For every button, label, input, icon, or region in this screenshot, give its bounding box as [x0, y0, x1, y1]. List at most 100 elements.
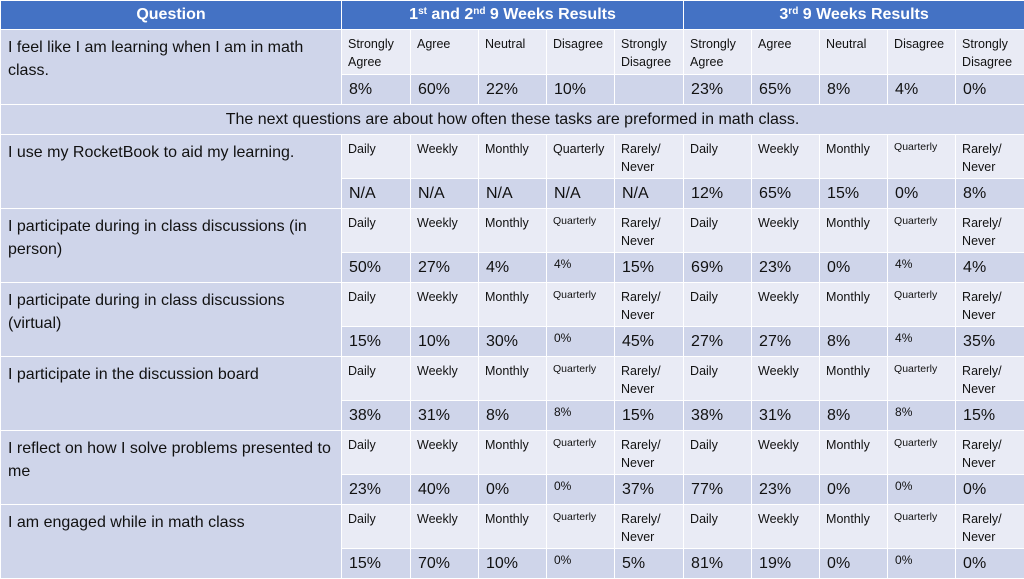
- weeks-1-2-header: 1st and 2nd 9 Weeks Results: [342, 1, 684, 30]
- question-cell: I participate in the discussion board: [1, 357, 342, 431]
- question-cell: I use my RocketBook to aid my learning.: [1, 135, 342, 209]
- percent-value: 8%: [820, 327, 888, 357]
- percent-value: [615, 75, 684, 105]
- answer-label: Strongly Disagree: [956, 30, 1024, 75]
- percent-value: 77%: [684, 475, 752, 505]
- percent-value: 8%: [342, 75, 411, 105]
- frequency-label: Quarterly: [888, 209, 956, 253]
- frequency-label: Rarely/ Never: [956, 505, 1024, 549]
- frequency-label-row: I use my RocketBook to aid my learning.D…: [1, 135, 1024, 179]
- frequency-label: Monthly: [820, 431, 888, 475]
- frequency-label: Daily: [342, 505, 411, 549]
- percent-value: 4%: [547, 253, 615, 283]
- frequency-label: Daily: [684, 357, 752, 401]
- percent-value: 27%: [684, 327, 752, 357]
- question-cell: I participate during in class discussion…: [1, 209, 342, 283]
- percent-value: 15%: [342, 549, 411, 579]
- percent-value: 0%: [820, 475, 888, 505]
- question-header: Question: [1, 1, 342, 30]
- frequency-label: Rarely/ Never: [956, 357, 1024, 401]
- percent-value: 27%: [752, 327, 820, 357]
- frequency-label: Monthly: [820, 135, 888, 179]
- percent-value: 15%: [820, 179, 888, 209]
- frequency-label: Rarely/ Never: [615, 357, 684, 401]
- question-cell: I feel like I am learning when I am in m…: [1, 30, 342, 105]
- frequency-label: Rarely/ Never: [615, 135, 684, 179]
- header-row: Question 1st and 2nd 9 Weeks Results 3rd…: [1, 1, 1024, 30]
- frequency-label: Rarely/ Never: [615, 505, 684, 549]
- percent-value: 50%: [342, 253, 411, 283]
- frequency-label: Weekly: [752, 431, 820, 475]
- percent-value: 5%: [615, 549, 684, 579]
- frequency-label: Weekly: [411, 505, 479, 549]
- frequency-label: Daily: [684, 431, 752, 475]
- percent-value: 0%: [888, 475, 956, 505]
- frequency-label: Weekly: [752, 357, 820, 401]
- percent-value: 0%: [820, 549, 888, 579]
- frequency-label: Rarely/ Never: [615, 283, 684, 327]
- frequency-label: Daily: [342, 283, 411, 327]
- percent-value: 0%: [956, 75, 1024, 105]
- frequency-label: Daily: [342, 357, 411, 401]
- percent-value: 23%: [752, 253, 820, 283]
- frequency-label: Monthly: [479, 135, 547, 179]
- frequency-label: Daily: [684, 209, 752, 253]
- answer-label: Agree: [752, 30, 820, 75]
- answer-label: Strongly Agree: [342, 30, 411, 75]
- frequency-label: Monthly: [479, 505, 547, 549]
- frequency-label: Weekly: [752, 135, 820, 179]
- frequency-label: Quarterly: [888, 135, 956, 179]
- frequency-label: Monthly: [479, 209, 547, 253]
- percent-value: 19%: [752, 549, 820, 579]
- percent-value: 0%: [888, 549, 956, 579]
- percent-value: 8%: [820, 401, 888, 431]
- frequency-label-row: I participate during in class discussion…: [1, 209, 1024, 253]
- percent-value: 38%: [684, 401, 752, 431]
- frequency-label: Rarely/ Never: [956, 283, 1024, 327]
- percent-value: 23%: [342, 475, 411, 505]
- frequency-label: Weekly: [411, 283, 479, 327]
- percent-value: 23%: [752, 475, 820, 505]
- frequency-label: Monthly: [820, 357, 888, 401]
- percent-value: 4%: [888, 253, 956, 283]
- frequency-label: Quarterly: [547, 135, 615, 179]
- percent-value: 0%: [547, 549, 615, 579]
- frequency-label: Weekly: [411, 431, 479, 475]
- percent-value: 69%: [684, 253, 752, 283]
- frequency-label: Weekly: [752, 283, 820, 327]
- section-note-row: The next questions are about how often t…: [1, 105, 1024, 135]
- percent-value: 15%: [956, 401, 1024, 431]
- percent-value: 30%: [479, 327, 547, 357]
- answer-label: Disagree: [547, 30, 615, 75]
- frequency-label: Monthly: [479, 431, 547, 475]
- percent-value: 31%: [411, 401, 479, 431]
- percent-value: 81%: [684, 549, 752, 579]
- frequency-label: Quarterly: [888, 431, 956, 475]
- percent-value: 38%: [342, 401, 411, 431]
- percent-value: 40%: [411, 475, 479, 505]
- answer-label: Neutral: [820, 30, 888, 75]
- weeks-3-header: 3rd 9 Weeks Results: [684, 1, 1024, 30]
- frequency-label: Weekly: [411, 135, 479, 179]
- frequency-label: Quarterly: [547, 283, 615, 327]
- frequency-label: Rarely/ Never: [956, 431, 1024, 475]
- frequency-label: Daily: [684, 135, 752, 179]
- percent-value: 15%: [342, 327, 411, 357]
- percent-value: 22%: [479, 75, 547, 105]
- frequency-label: Weekly: [752, 505, 820, 549]
- question-cell: I reflect on how I solve problems presen…: [1, 431, 342, 505]
- frequency-label: Monthly: [479, 357, 547, 401]
- question-cell: I participate during in class discussion…: [1, 283, 342, 357]
- frequency-label: Daily: [342, 431, 411, 475]
- frequency-label: Quarterly: [888, 357, 956, 401]
- frequency-label: Weekly: [752, 209, 820, 253]
- percent-value: 0%: [547, 475, 615, 505]
- percent-value: 23%: [684, 75, 752, 105]
- percent-value: 4%: [956, 253, 1024, 283]
- percent-value: 0%: [820, 253, 888, 283]
- percent-value: 0%: [956, 475, 1024, 505]
- frequency-label: Daily: [684, 505, 752, 549]
- frequency-label-row: I reflect on how I solve problems presen…: [1, 431, 1024, 475]
